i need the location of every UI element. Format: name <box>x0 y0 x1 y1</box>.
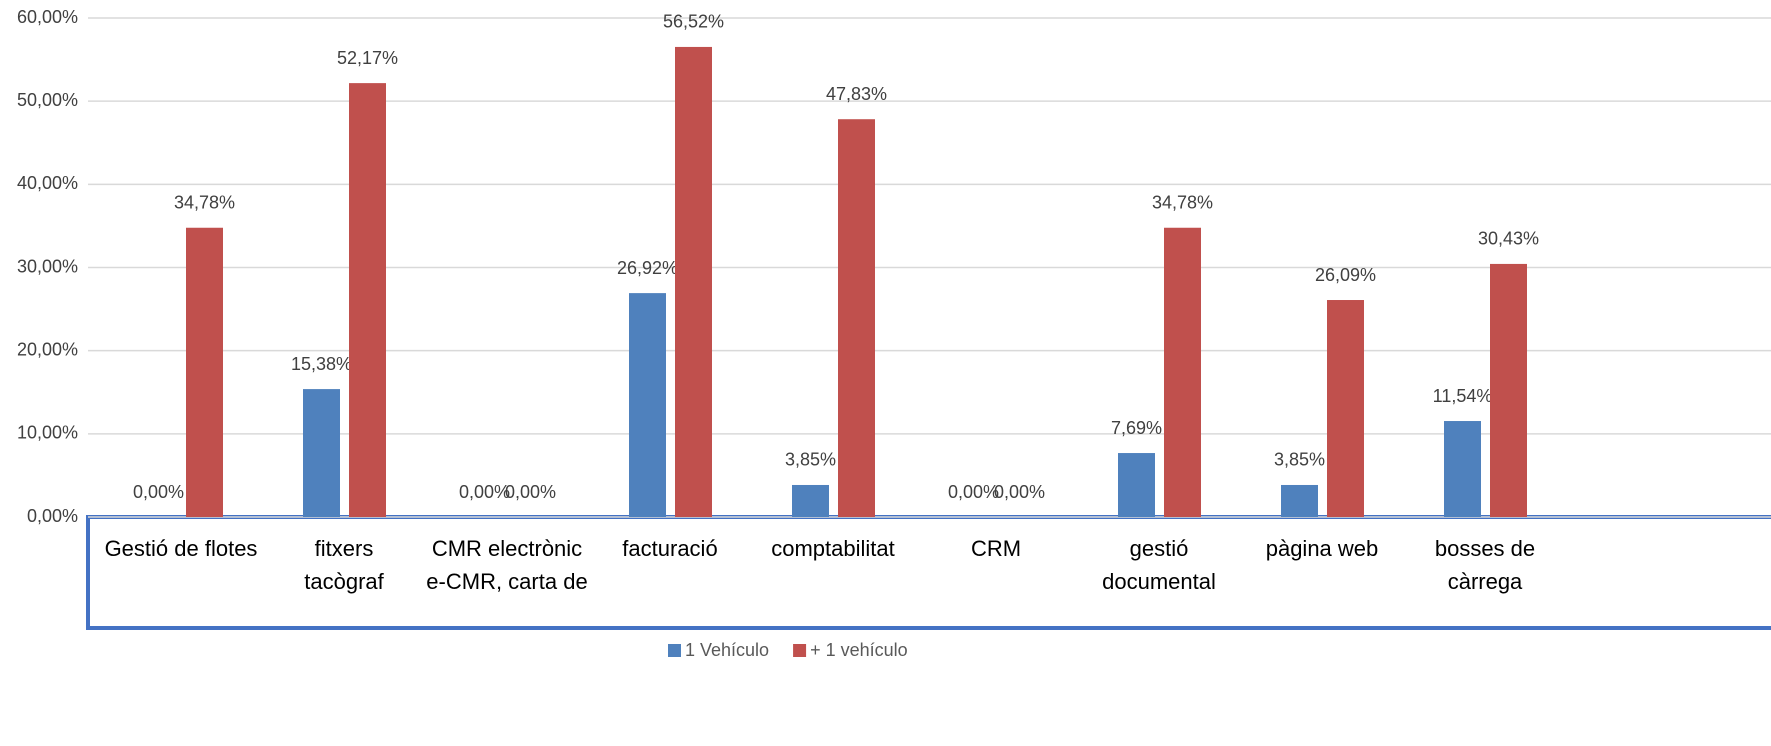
x-tick-label: gestió <box>1130 536 1189 561</box>
value-label: 3,85% <box>785 450 836 470</box>
y-tick-label: 0,00% <box>27 506 78 526</box>
bar <box>838 119 875 517</box>
y-tick-label: 10,00% <box>17 423 78 443</box>
bar <box>1164 227 1201 517</box>
value-label: 34,78% <box>1152 192 1213 212</box>
value-label: 56,52% <box>663 12 724 32</box>
x-tick-label: Gestió de flotes <box>105 536 258 561</box>
value-label: 7,69% <box>1111 418 1162 438</box>
bar <box>1490 263 1527 517</box>
value-label: 0,00% <box>133 482 184 502</box>
x-tick-label: documental <box>1102 569 1216 594</box>
x-tick-label: comptabilitat <box>771 536 895 561</box>
y-tick-label: 60,00% <box>17 7 78 27</box>
bar <box>792 484 829 517</box>
value-label: 52,17% <box>337 48 398 68</box>
value-label: 15,38% <box>291 354 352 374</box>
value-label: 47,83% <box>826 84 887 104</box>
value-label: 30,43% <box>1478 229 1539 249</box>
value-label: 0,00% <box>459 482 510 502</box>
y-tick-label: 30,00% <box>17 256 78 276</box>
value-label: 26,92% <box>617 258 678 278</box>
x-tick-label: bosses de <box>1435 536 1535 561</box>
value-label: 3,85% <box>1274 450 1325 470</box>
bar <box>349 83 386 517</box>
x-tick-label: pàgina web <box>1266 536 1379 561</box>
legend-swatch <box>793 644 807 657</box>
value-label: 34,78% <box>174 192 235 212</box>
x-tick-label: fitxers <box>315 536 374 561</box>
bar <box>1327 300 1364 517</box>
x-tick-label: tacògraf <box>304 569 384 594</box>
y-tick-label: 50,00% <box>17 90 78 110</box>
legend-label: 1 Vehículo <box>685 640 769 660</box>
value-label: 0,00% <box>994 482 1045 502</box>
value-label: 11,54% <box>1433 386 1493 406</box>
bar <box>675 46 712 517</box>
bar <box>629 293 666 517</box>
bar <box>186 227 223 517</box>
x-tick-label: facturació <box>622 536 717 561</box>
value-label: 0,00% <box>948 482 999 502</box>
y-tick-label: 20,00% <box>17 339 78 359</box>
bar <box>1444 421 1481 517</box>
bar <box>1118 453 1155 517</box>
x-tick-label: e-CMR, carta de <box>426 569 587 594</box>
legend-label: + 1 vehículo <box>810 640 908 660</box>
x-tick-label: CMR electrònic <box>432 536 582 561</box>
x-tick-label: CRM <box>971 536 1021 561</box>
bar <box>303 389 340 517</box>
y-tick-label: 40,00% <box>17 173 78 193</box>
value-label: 26,09% <box>1315 265 1376 285</box>
x-tick-label: càrrega <box>1448 569 1523 594</box>
legend-swatch <box>668 644 681 657</box>
bar <box>1281 484 1318 517</box>
value-label: 0,00% <box>505 482 556 502</box>
